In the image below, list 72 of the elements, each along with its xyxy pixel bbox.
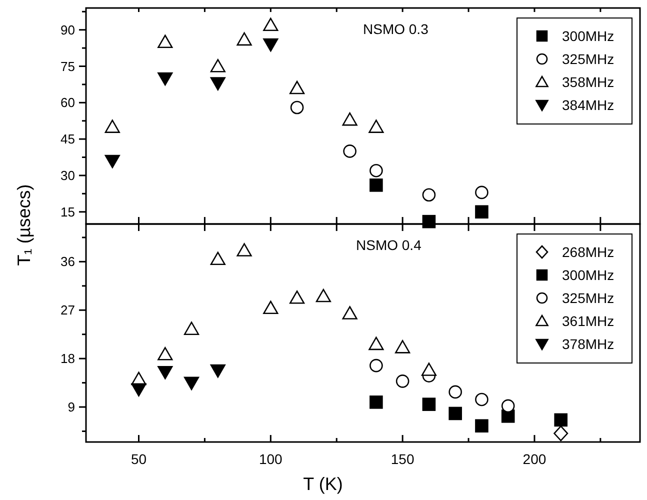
point	[158, 34, 173, 48]
legend-label: 378MHz	[562, 336, 614, 352]
point	[290, 80, 305, 94]
point	[263, 18, 278, 32]
point	[210, 364, 226, 378]
point	[370, 396, 383, 409]
y-tick-label: 90	[60, 22, 75, 38]
point	[184, 322, 200, 336]
y-tick-label: 36	[60, 254, 75, 270]
point	[501, 399, 515, 413]
point	[342, 306, 358, 320]
point	[263, 38, 278, 52]
point	[210, 77, 226, 90]
point	[475, 392, 488, 406]
x-tick-label: 50	[130, 451, 147, 467]
point	[158, 347, 173, 360]
point	[554, 413, 568, 427]
y-tick-label: 60	[60, 95, 75, 110]
y-tick-label: 9	[68, 400, 75, 415]
point	[368, 120, 384, 133]
x-tick-label: 150	[390, 451, 414, 467]
point	[316, 288, 331, 302]
legend-label: 325MHz	[562, 50, 614, 67]
point	[290, 100, 304, 114]
y-tick-label: 30	[60, 168, 75, 184]
point	[396, 374, 410, 388]
y-tick-label: 15	[60, 204, 75, 220]
point	[554, 426, 568, 442]
legend-label: 361MHz	[562, 312, 614, 329]
point	[370, 358, 383, 372]
point	[131, 383, 146, 396]
annotation: NSMO 0.4	[356, 237, 422, 253]
point	[422, 398, 436, 411]
point	[343, 144, 356, 158]
point	[236, 32, 252, 46]
point	[263, 300, 278, 314]
legend-label: 268MHz	[562, 244, 614, 260]
point	[448, 406, 462, 420]
point	[370, 178, 383, 192]
y-tick-label: 27	[60, 302, 75, 318]
point	[236, 243, 252, 256]
x-tick-label: 200	[522, 451, 546, 467]
point	[422, 188, 436, 202]
point	[158, 366, 173, 380]
point	[342, 112, 358, 126]
legend-label: 300MHz	[562, 28, 614, 44]
point	[210, 252, 226, 266]
y-tick-label: 75	[60, 58, 75, 74]
annotation: NSMO 0.3	[363, 21, 429, 37]
x-tick-label: 100	[258, 451, 283, 467]
point	[104, 120, 120, 133]
point	[395, 340, 410, 354]
y-tick-label: 45	[60, 132, 75, 147]
y-axis-title: T₁ (µsecs)	[14, 184, 34, 266]
legend-label: 358MHz	[562, 74, 614, 90]
point	[158, 72, 173, 86]
legend-label: 384MHz	[562, 96, 614, 113]
point	[475, 186, 488, 200]
point	[448, 385, 462, 399]
x-axis-title: T (K)	[303, 474, 343, 494]
point	[104, 154, 120, 168]
point	[210, 58, 226, 72]
legend-label: 300MHz	[562, 266, 614, 283]
point	[290, 290, 305, 304]
point	[475, 419, 488, 432]
legend-label: 325MHz	[562, 290, 614, 306]
y-tick-label: 18	[60, 351, 75, 366]
point	[475, 205, 488, 219]
point	[421, 362, 436, 376]
point	[370, 164, 383, 178]
point	[184, 376, 200, 390]
point	[368, 336, 384, 350]
